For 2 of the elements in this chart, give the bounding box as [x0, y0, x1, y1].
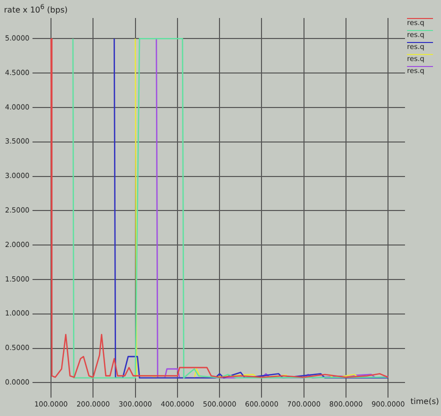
y-axis-title: rate x 10$^{6}$ (bps) [4, 3, 68, 15]
x-axis-title: time(s) [410, 397, 439, 406]
